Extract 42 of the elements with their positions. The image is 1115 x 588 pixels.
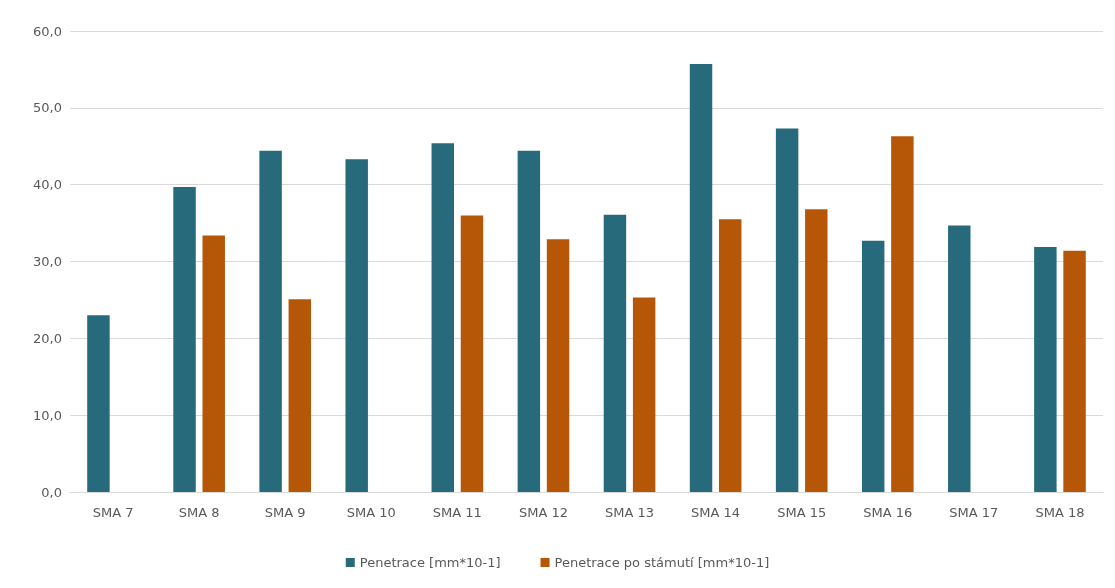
y-tick-label: 0,0 <box>41 484 62 500</box>
x-tick-label: SMA 18 <box>1035 505 1085 520</box>
bar <box>87 315 110 492</box>
bar <box>948 225 971 492</box>
bar <box>1063 250 1086 492</box>
x-tick-label: SMA 14 <box>691 505 741 520</box>
x-tick-label: SMA 7 <box>92 505 134 520</box>
legend-label: Penetrace [mm*10-1] <box>359 555 501 570</box>
bar <box>431 143 455 492</box>
y-tick-label: 20,0 <box>33 330 62 346</box>
x-tick-label: SMA 16 <box>863 505 913 520</box>
y-tick-label: 60,0 <box>33 23 62 39</box>
y-tick-label: 40,0 <box>33 177 62 193</box>
bar <box>891 136 914 492</box>
y-tick-label: 50,0 <box>33 100 62 116</box>
bar <box>603 214 627 492</box>
y-tick-label: 30,0 <box>33 254 62 269</box>
bar <box>718 219 742 492</box>
x-tick-label: SMA 13 <box>605 505 655 520</box>
x-tick-label: SMA 10 <box>346 505 396 520</box>
x-tick-label: SMA 11 <box>432 505 482 520</box>
bar <box>173 186 196 492</box>
bar <box>517 150 541 492</box>
bar <box>202 235 225 492</box>
x-tick-label: SMA 15 <box>777 505 827 520</box>
bar <box>460 215 484 492</box>
bar <box>632 297 656 492</box>
bar <box>546 239 570 492</box>
x-tick-label: SMA 8 <box>178 505 220 520</box>
bar <box>288 299 312 492</box>
bar <box>805 209 828 492</box>
bar <box>689 64 713 492</box>
bar <box>1034 246 1057 492</box>
bar <box>861 240 885 492</box>
x-tick-label: SMA 12 <box>518 505 568 520</box>
bar <box>775 128 799 492</box>
bar <box>345 159 368 492</box>
bar <box>259 150 282 492</box>
legend-label: Penetrace po stámutí [mm*10-1] <box>554 555 770 570</box>
x-tick-label: SMA 17 <box>949 505 999 520</box>
y-tick-label: 10,0 <box>33 407 62 423</box>
x-tick-label: SMA 9 <box>264 505 306 520</box>
